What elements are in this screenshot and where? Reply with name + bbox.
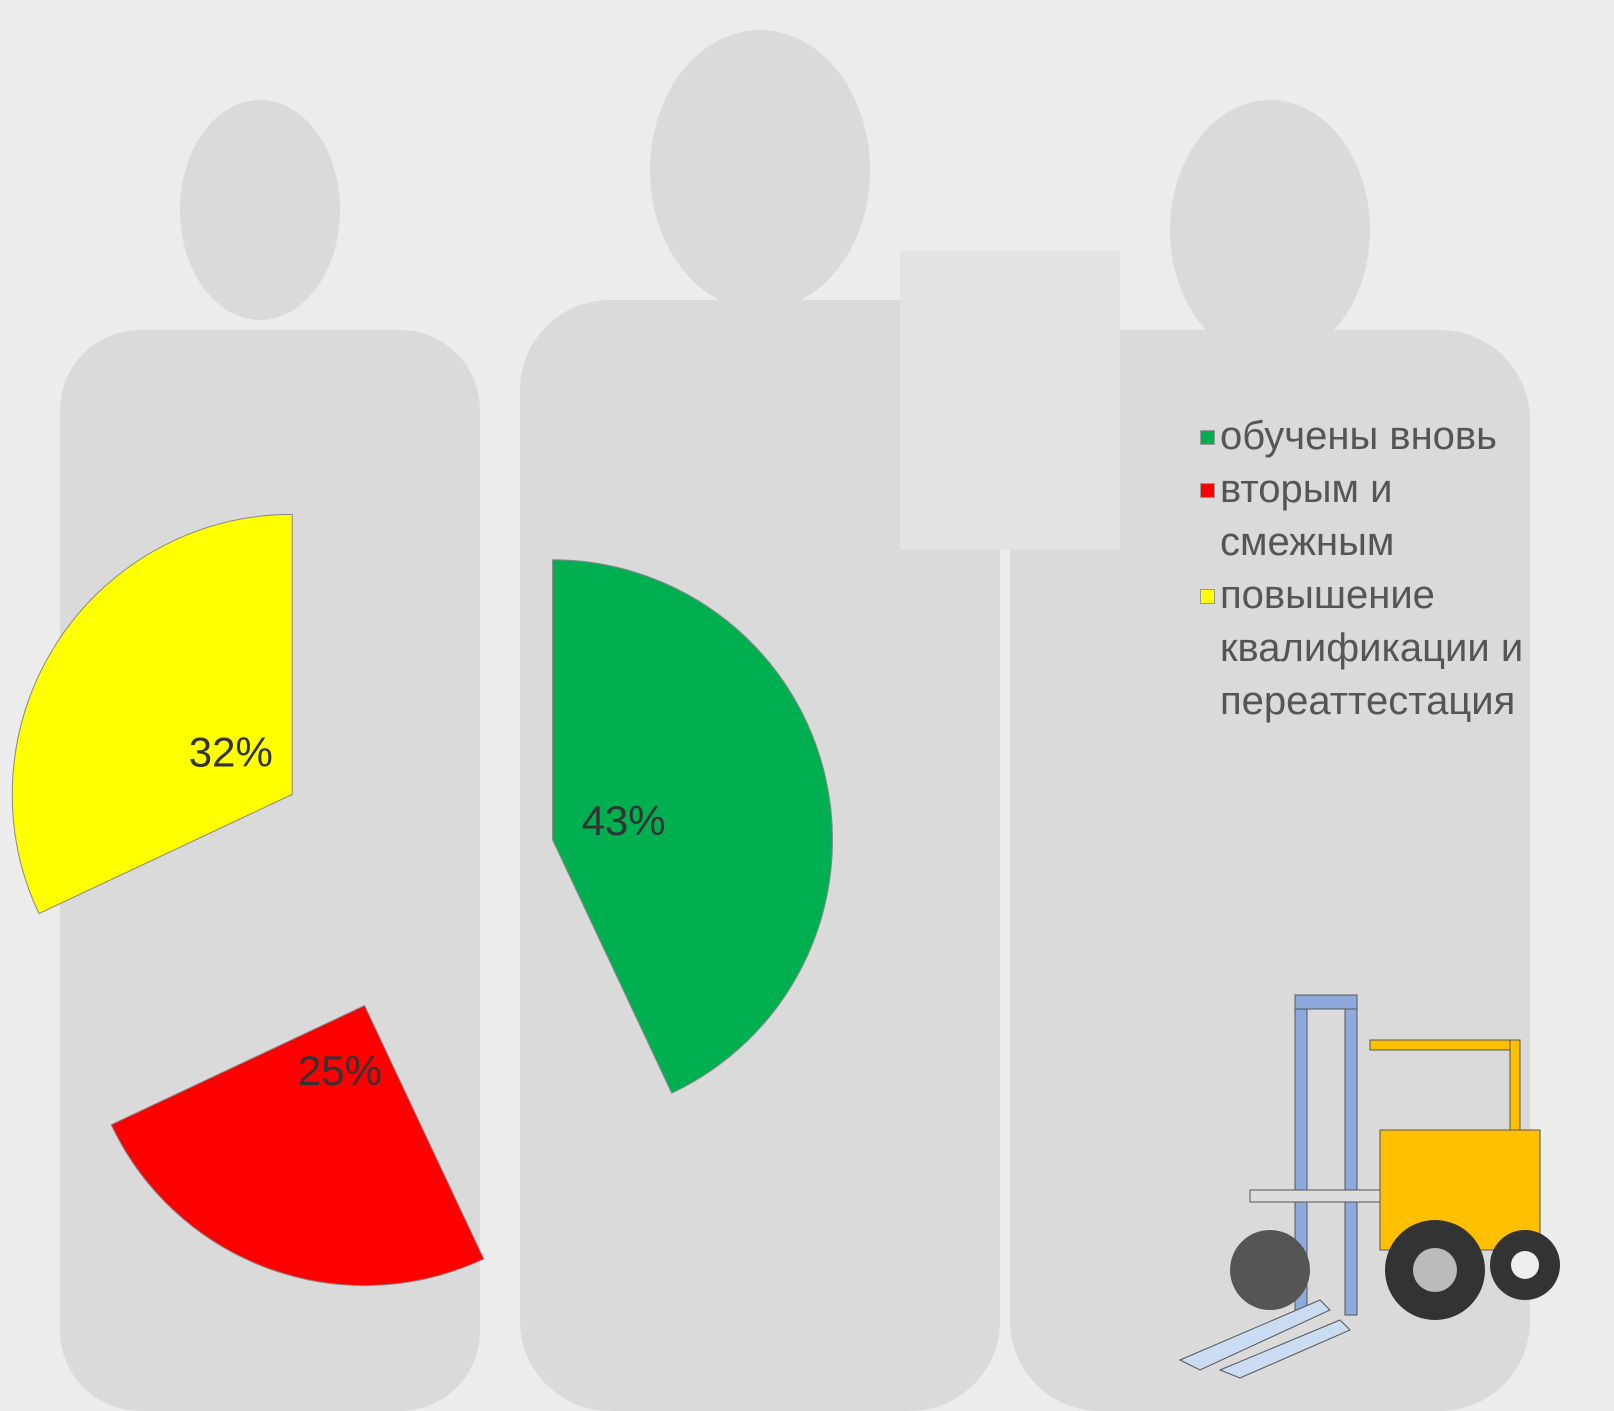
legend-swatch — [1200, 483, 1215, 498]
data-label: 43% — [582, 797, 666, 844]
legend-item: повышение квалификации и переаттестация — [1200, 569, 1560, 728]
legend-label: обучены вновь — [1220, 410, 1497, 463]
legend-swatch — [1200, 589, 1215, 604]
page: {"chart_data": {"type": "pie", "categori… — [0, 0, 1614, 1411]
data-label: 25% — [298, 1047, 382, 1094]
legend-item: вторым и смежным — [1200, 463, 1560, 569]
legend-label: вторым и смежным — [1220, 463, 1560, 569]
legend-label: повышение квалификации и переаттестация — [1220, 569, 1560, 728]
legend-swatch — [1200, 430, 1215, 445]
data-label: 32% — [189, 728, 273, 775]
legend-item: обучены вновь — [1200, 410, 1560, 463]
